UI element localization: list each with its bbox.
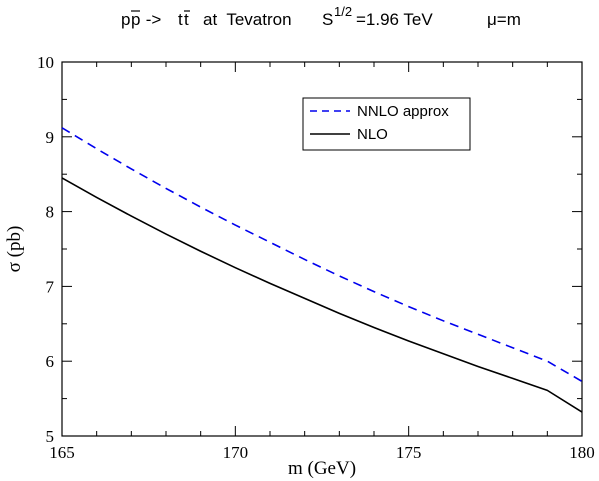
x-tick-label: 170 xyxy=(223,443,249,462)
y-tick-label: 6 xyxy=(46,352,55,371)
series-line-nnlo-approx xyxy=(61,127,583,383)
y-tick-label: 9 xyxy=(46,128,55,147)
legend-label-nnlo: NNLO approx xyxy=(357,103,449,120)
title-process-pbar: p xyxy=(131,10,140,29)
x-axis-ticks xyxy=(61,62,583,436)
y-tick-label: 10 xyxy=(37,53,54,72)
legend: NNLO approx NLO xyxy=(302,97,471,151)
legend-box xyxy=(302,97,471,151)
title-at-text: at Tevatron xyxy=(203,10,292,29)
y-tick-label: 7 xyxy=(46,277,55,296)
title-process-p: p xyxy=(121,10,130,29)
y-axis-ticks xyxy=(62,61,582,437)
x-tick-label: 175 xyxy=(396,443,422,462)
y-tick-label: 8 xyxy=(46,203,55,222)
y-axis-tick-labels: 5 6 7 8 9 10 xyxy=(37,53,55,446)
x-axis-label: m (GeV) xyxy=(288,458,356,479)
y-tick-label: 5 xyxy=(46,427,55,446)
x-axis-tick-labels: 165 170 175 180 xyxy=(49,443,595,462)
series-line-nlo xyxy=(61,177,583,413)
legend-label-nlo: NLO xyxy=(357,126,388,143)
title-s-base: S xyxy=(322,10,333,29)
title-s-sup: 1/2 xyxy=(334,4,352,19)
y-axis-label: σ (pb) xyxy=(4,226,25,273)
title-process-tbar: t xyxy=(184,10,189,29)
series-group xyxy=(61,127,583,413)
title-process-t: t xyxy=(178,10,183,29)
title-s-value: =1.96 TeV xyxy=(356,10,433,29)
title-arrow: -> xyxy=(141,10,166,29)
chart-title: p p -> t t at Tevatron S 1/2 =1.96 TeV μ… xyxy=(121,4,521,29)
x-tick-label: 180 xyxy=(569,443,595,462)
x-tick-label: 165 xyxy=(49,443,75,462)
title-scale: μ=m xyxy=(487,10,521,29)
